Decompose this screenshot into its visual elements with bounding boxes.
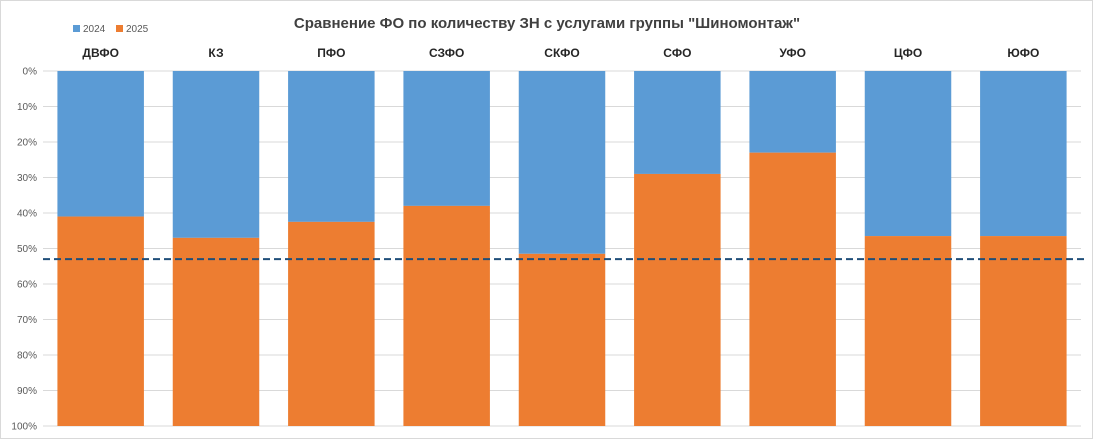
bar-2024-6 <box>634 71 721 174</box>
bar-2024-2 <box>172 71 260 238</box>
bar-2024-1 <box>57 71 144 217</box>
bar-2025-4 <box>403 205 490 426</box>
bar-2024-3 <box>288 71 375 222</box>
legend-swatch <box>116 25 123 32</box>
bar-2024-5 <box>518 71 606 254</box>
bar-2025-9 <box>980 236 1067 426</box>
category-label: ЦФО <box>894 46 922 60</box>
category-label: ДВФО <box>82 46 119 60</box>
bar-2025-8 <box>864 236 952 426</box>
legend: 2024 2025 <box>73 24 149 35</box>
category-label: ПФО <box>317 46 345 60</box>
legend-swatch <box>73 25 80 32</box>
category-labels: ДВФО КЗ ПФО СЗФО СКФО СФО УФО ЦФО ЮФО <box>82 46 1039 60</box>
bar-2025-7 <box>749 152 836 426</box>
bar-2025-6 <box>634 173 721 426</box>
bar-2024-7 <box>749 71 836 153</box>
y-tick-label: 0% <box>23 67 38 78</box>
y-tick-label: 100% <box>11 422 37 433</box>
legend-label: 2025 <box>126 24 149 35</box>
category-label: УФО <box>779 46 806 60</box>
y-tick-label: 30% <box>17 173 37 184</box>
y-axis-ticks: 0% 10% 20% 30% 40% 50% 60% 70% 80% 90% 100% <box>11 67 37 433</box>
bar-2025-1 <box>57 216 144 426</box>
bar-2024-4 <box>403 71 490 206</box>
y-tick-label: 90% <box>17 386 37 397</box>
y-tick-label: 60% <box>17 280 37 291</box>
category-label: СФО <box>663 46 691 60</box>
bar-2025-3 <box>288 221 375 426</box>
bars <box>57 71 1067 426</box>
bar-2024-8 <box>864 71 952 237</box>
category-label: СЗФО <box>429 46 464 60</box>
y-tick-label: 10% <box>17 102 37 113</box>
legend-label: 2024 <box>83 24 106 35</box>
category-label: СКФО <box>544 46 579 60</box>
y-tick-label: 20% <box>17 138 37 149</box>
category-label: ЮФО <box>1007 46 1039 60</box>
bar-2025-2 <box>172 237 260 426</box>
y-tick-label: 70% <box>17 315 37 326</box>
bar-2025-5 <box>518 253 606 426</box>
y-tick-label: 40% <box>17 209 37 220</box>
chart-title: Сравнение ФО по количеству ЗН с услугами… <box>294 15 800 32</box>
y-tick-label: 80% <box>17 351 37 362</box>
category-label: КЗ <box>208 46 223 60</box>
y-tick-label: 50% <box>17 244 37 255</box>
bar-2024-9 <box>980 71 1067 237</box>
